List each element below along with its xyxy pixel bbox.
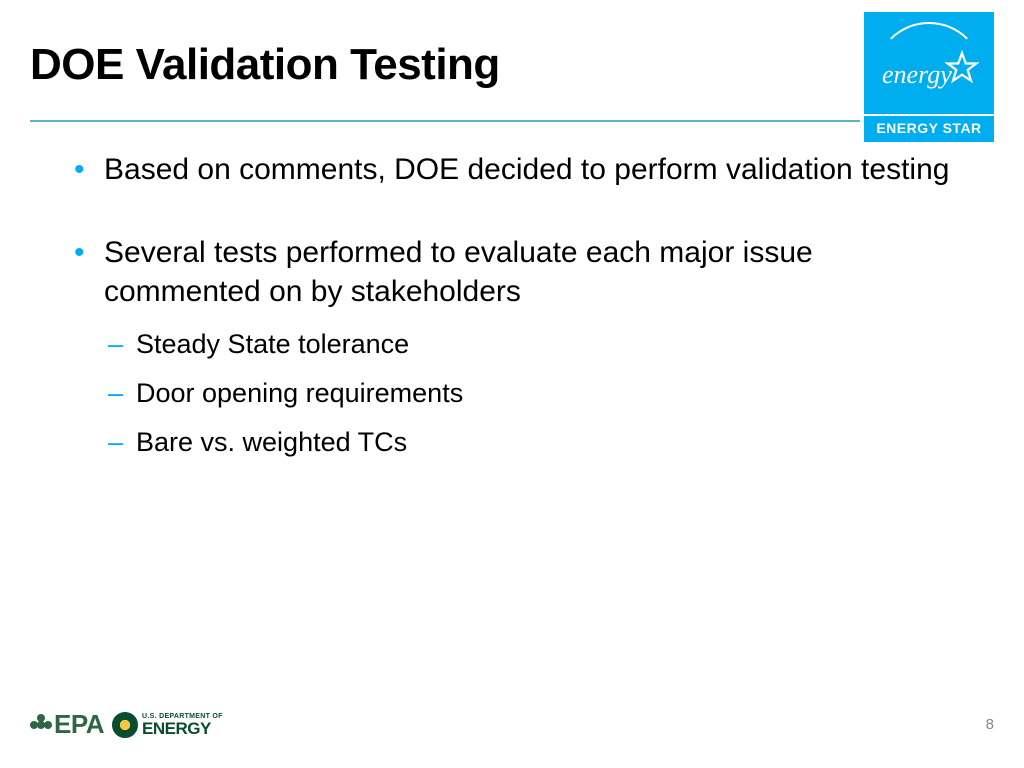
doe-text-group: U.S. DEPARTMENT OF ENERGY <box>142 713 223 737</box>
doe-seal-icon <box>112 712 138 738</box>
slide-footer: EPA U.S. DEPARTMENT OF ENERGY 8 <box>30 709 994 740</box>
slide-content: Based on comments, DOE decided to perfor… <box>0 90 1024 462</box>
sub-bullet-item: Bare vs. weighted TCs <box>104 423 964 462</box>
energy-star-script: energy <box>882 60 952 90</box>
bullet-text: Several tests performed to evaluate each… <box>104 236 813 308</box>
sub-bullet-item: Steady State tolerance <box>104 325 964 364</box>
epa-text: EPA <box>54 709 104 740</box>
bullet-list: Based on comments, DOE decided to perfor… <box>70 150 964 462</box>
bullet-item: Several tests performed to evaluate each… <box>70 233 964 462</box>
doe-logo: U.S. DEPARTMENT OF ENERGY <box>112 712 223 738</box>
epa-flower-icon <box>30 714 52 736</box>
page-number: 8 <box>986 716 994 733</box>
bullet-item: Based on comments, DOE decided to perfor… <box>70 150 964 189</box>
doe-energy-text: ENERGY <box>142 720 223 737</box>
footer-logos: EPA U.S. DEPARTMENT OF ENERGY <box>30 709 223 740</box>
epa-logo: EPA <box>30 709 104 740</box>
bullet-text: Based on comments, DOE decided to perfor… <box>104 153 949 186</box>
energy-star-logo: energy ENERGY STAR <box>864 12 994 142</box>
sub-bullet-list: Steady State tolerance Door opening requ… <box>104 325 964 462</box>
star-icon <box>944 50 980 86</box>
sub-bullet-item: Door opening requirements <box>104 374 964 413</box>
header-divider <box>30 120 860 122</box>
